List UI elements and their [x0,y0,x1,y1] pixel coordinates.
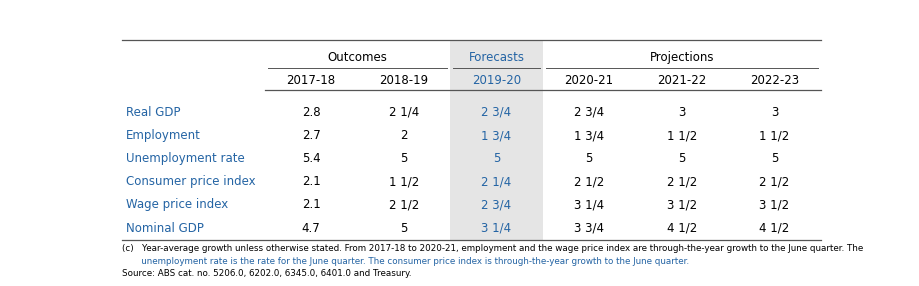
Text: Wage price index: Wage price index [126,198,228,211]
Text: 5: 5 [677,152,685,165]
Text: 5: 5 [400,152,407,165]
Text: 2 1/4: 2 1/4 [388,106,418,119]
Text: 4 1/2: 4 1/2 [758,222,789,235]
Text: Projections: Projections [649,51,713,64]
Text: 2018-19: 2018-19 [379,74,428,87]
Text: Nominal GDP: Nominal GDP [126,222,203,235]
Text: Real GDP: Real GDP [126,106,180,119]
Text: 2 3/4: 2 3/4 [573,106,604,119]
Text: 3: 3 [677,106,685,119]
Text: 2020-21: 2020-21 [564,74,613,87]
Text: 3 1/2: 3 1/2 [759,198,789,211]
Text: Unemployment rate: Unemployment rate [126,152,244,165]
Text: 3 1/4: 3 1/4 [573,198,604,211]
Text: 1 3/4: 1 3/4 [573,129,604,142]
Text: 2.8: 2.8 [301,106,320,119]
Text: 5.4: 5.4 [301,152,320,165]
Text: 5: 5 [493,152,500,165]
Text: 2017-18: 2017-18 [286,74,335,87]
Text: 2: 2 [400,129,407,142]
Text: 1 1/2: 1 1/2 [758,129,789,142]
Text: (c)   Year-average growth unless otherwise stated. From 2017-18 to 2020-21, empl: (c) Year-average growth unless otherwise… [122,244,862,253]
Text: Consumer price index: Consumer price index [126,175,255,188]
Text: 2 1/2: 2 1/2 [666,175,697,188]
Text: 2 1/2: 2 1/2 [573,175,604,188]
Text: 4 1/2: 4 1/2 [666,222,697,235]
Text: 3: 3 [770,106,777,119]
Text: 2.1: 2.1 [301,198,320,211]
Text: 2.1: 2.1 [301,175,320,188]
Text: 1 3/4: 1 3/4 [481,129,511,142]
Text: Employment: Employment [126,129,200,142]
Text: Outcomes: Outcomes [327,51,387,64]
Text: 2019-20: 2019-20 [471,74,520,87]
Text: 3 1/4: 3 1/4 [481,222,511,235]
Text: 5: 5 [584,152,592,165]
Text: 2021-22: 2021-22 [656,74,706,87]
Text: Forecasts: Forecasts [468,51,524,64]
Text: 2 3/4: 2 3/4 [481,198,511,211]
Text: 3 1/2: 3 1/2 [666,198,696,211]
Text: 3 3/4: 3 3/4 [573,222,604,235]
Text: 1 1/2: 1 1/2 [388,175,418,188]
Text: 1 1/2: 1 1/2 [666,129,697,142]
Text: 2 1/2: 2 1/2 [388,198,418,211]
Text: 2 1/2: 2 1/2 [758,175,789,188]
Text: 2022-23: 2022-23 [749,74,799,87]
Text: 2 1/4: 2 1/4 [481,175,511,188]
Text: 2.7: 2.7 [301,129,320,142]
Text: unemployment rate is the rate for the June quarter. The consumer price index is : unemployment rate is the rate for the Ju… [122,257,688,266]
Text: Source: ABS cat. no. 5206.0, 6202.0, 6345.0, 6401.0 and Treasury.: Source: ABS cat. no. 5206.0, 6202.0, 634… [122,269,411,278]
Bar [449,40,542,240]
Text: 4.7: 4.7 [301,222,320,235]
Text: 5: 5 [770,152,777,165]
Text: 2 3/4: 2 3/4 [481,106,511,119]
Text: 5: 5 [400,222,407,235]
